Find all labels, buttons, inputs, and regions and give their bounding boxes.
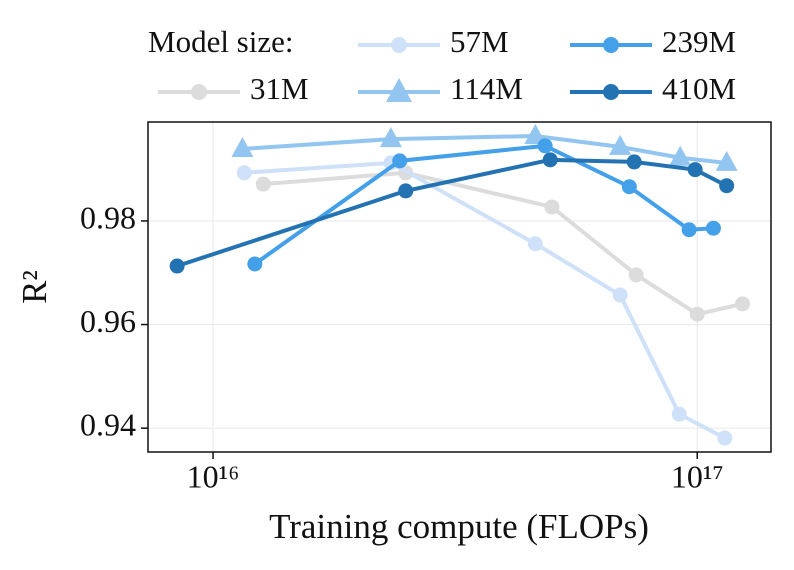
legend-entry: 31M — [158, 71, 309, 106]
x-tick-label: 10¹⁷ — [671, 458, 724, 494]
y-tick-label: 0.96 — [80, 303, 136, 339]
marker — [379, 127, 402, 148]
legend-marker — [391, 37, 407, 53]
legend-label: 114M — [450, 71, 523, 106]
x-tick-label: 10¹⁶ — [187, 458, 240, 494]
legend-label: 57M — [450, 24, 509, 59]
marker — [255, 176, 271, 192]
marker — [247, 256, 263, 272]
grid — [148, 122, 771, 452]
series-line — [242, 133, 727, 165]
series-line — [263, 170, 743, 317]
marker — [717, 430, 733, 446]
marker — [671, 406, 687, 422]
x-axis-label: Training compute (FLOPs) — [269, 507, 649, 546]
legend-label: 31M — [250, 71, 309, 106]
marker — [689, 306, 705, 322]
marker — [719, 178, 735, 194]
marker — [734, 296, 750, 312]
y-tick-label: 0.98 — [80, 199, 136, 235]
y-axis-label: R² — [15, 270, 54, 304]
marker — [231, 136, 254, 157]
marker — [621, 179, 637, 195]
legend-entry: 57M — [358, 24, 509, 59]
legend-entry: 239M — [570, 24, 736, 59]
legend-marker — [603, 37, 619, 53]
marker — [527, 236, 543, 252]
marker — [169, 258, 185, 274]
marker — [669, 145, 692, 166]
series-line — [176, 157, 728, 268]
marker — [537, 138, 553, 154]
marker — [609, 134, 632, 155]
marker — [398, 183, 414, 199]
legend-marker — [191, 84, 207, 100]
marker — [524, 123, 547, 144]
marker — [715, 150, 738, 171]
marker — [392, 153, 408, 169]
marker — [705, 220, 721, 236]
legend-marker — [386, 78, 412, 102]
legend-marker — [603, 84, 619, 100]
legend-entry: 114M — [358, 71, 523, 106]
marker — [542, 152, 558, 168]
marker — [681, 222, 697, 238]
marker — [628, 267, 644, 283]
legend-entry: 410M — [570, 71, 736, 106]
legend-title: Model size: — [148, 24, 294, 59]
legend-label: 239M — [662, 24, 736, 59]
y-tick-label: 0.94 — [80, 407, 136, 443]
marker — [544, 199, 560, 215]
marker — [626, 154, 642, 170]
plot-frame — [147, 121, 772, 453]
marker — [687, 162, 703, 178]
legend-label: 410M — [662, 71, 736, 106]
marker — [612, 287, 628, 303]
marker — [236, 165, 252, 181]
series-line — [244, 160, 726, 440]
